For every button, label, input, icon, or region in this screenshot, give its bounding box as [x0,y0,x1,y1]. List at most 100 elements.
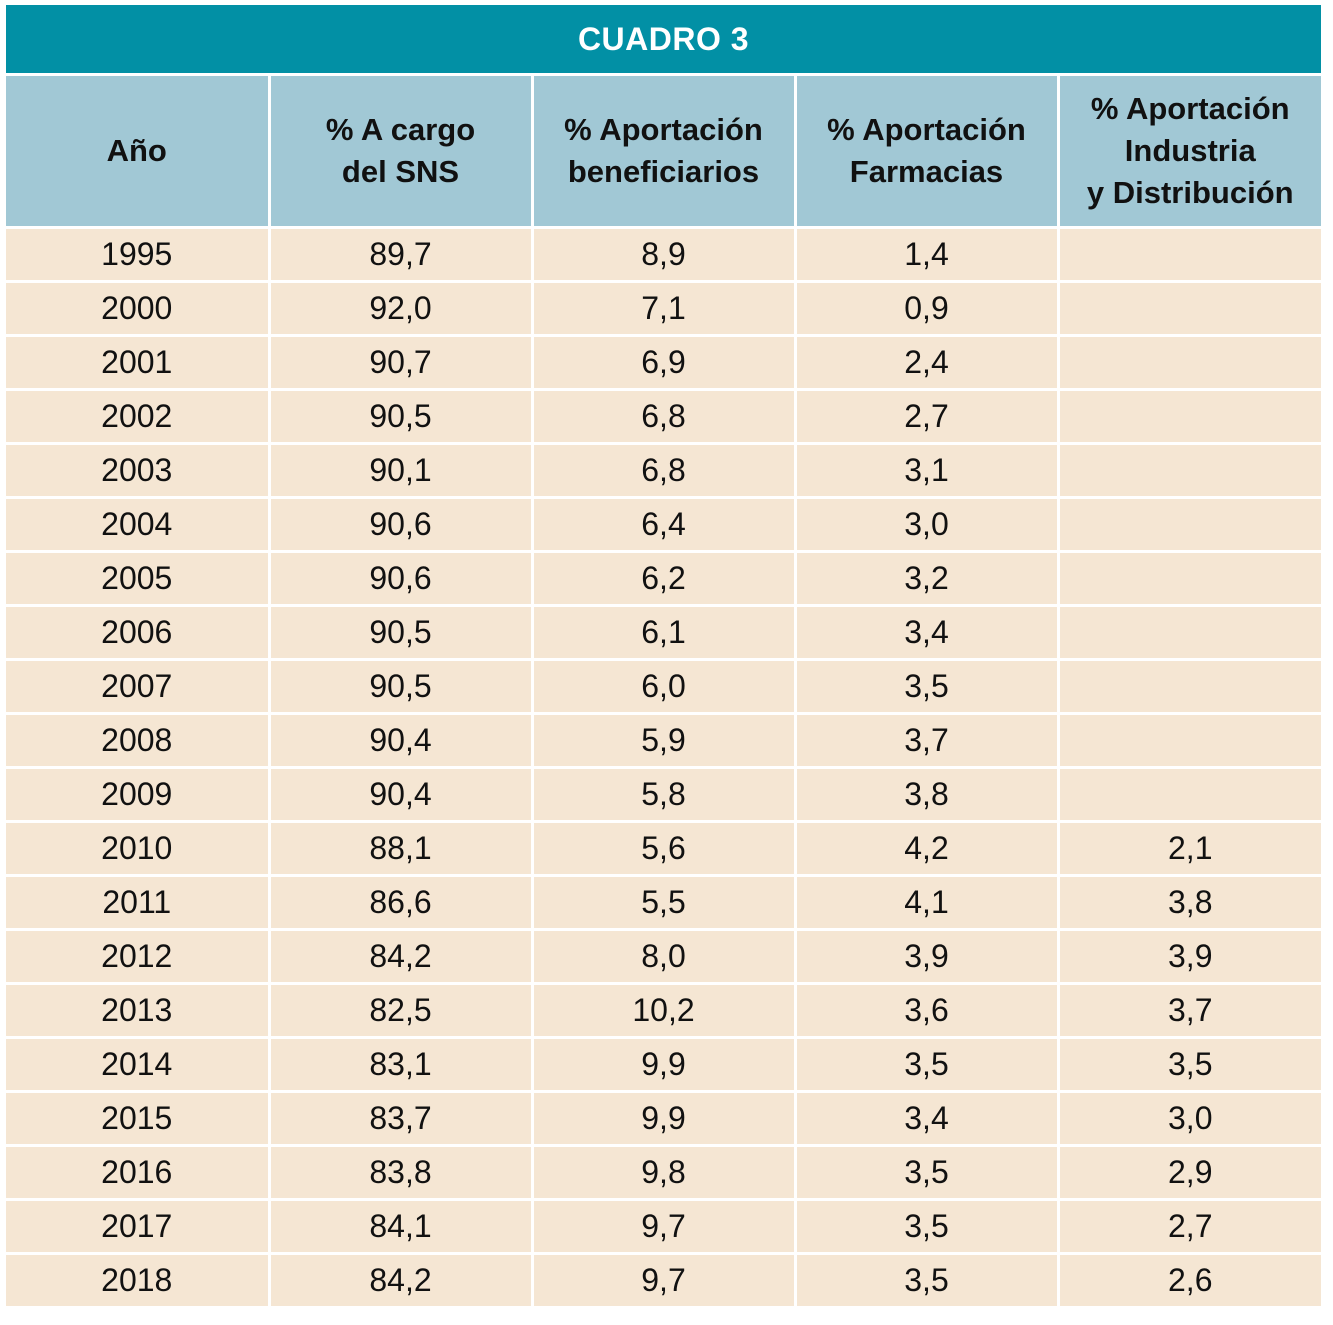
table-row: 2015 83,7 9,9 3,4 3,0 [6,1091,1321,1147]
cell-sns: 83,8 [267,1145,534,1201]
cell-ano: 2018 [6,1253,271,1306]
data-table: Año % A cargo del SNS % Aportación beneficia… [6,76,1321,1306]
header-line: beneficiarios [567,154,760,189]
cell-ano: 2000 [6,281,271,337]
cell-industria [1056,335,1321,391]
cell-farmacias: 2,4 [793,335,1060,391]
table-title: CUADRO 3 [6,5,1321,76]
cell-farmacias: 3,8 [793,767,1060,823]
cell-farmacias: 3,5 [793,1145,1060,1201]
cell-sns: 83,1 [267,1037,534,1093]
cell-beneficiarios: 6,8 [530,389,797,445]
cell-farmacias: 1,4 [793,227,1060,283]
cell-farmacias: 3,9 [793,929,1060,985]
table-row: 2010 88,1 5,6 4,2 2,1 [6,821,1321,877]
cell-sns: 90,5 [267,659,534,715]
table-row: 2011 86,6 5,5 4,1 3,8 [6,875,1321,931]
cell-farmacias: 0,9 [793,281,1060,337]
cell-industria: 3,8 [1056,875,1321,931]
cell-beneficiarios: 5,9 [530,713,797,769]
header-sns: % A cargo del SNS [267,76,534,229]
cell-industria: 2,6 [1056,1253,1321,1306]
cell-farmacias: 2,7 [793,389,1060,445]
cell-farmacias: 3,5 [793,1199,1060,1255]
header-line: % A cargo [325,112,476,147]
header-line: Año [106,133,167,168]
cell-beneficiarios: 8,0 [530,929,797,985]
cell-ano: 2013 [6,983,271,1039]
cell-beneficiarios: 6,1 [530,605,797,661]
cell-sns: 90,7 [267,335,534,391]
cell-beneficiarios: 7,1 [530,281,797,337]
cell-sns: 86,6 [267,875,534,931]
header-line: % Aportación [1090,91,1290,126]
cell-industria: 2,1 [1056,821,1321,877]
header-beneficiarios: % Aportación beneficiarios [530,76,797,229]
header-ano: Año [6,76,271,229]
cell-industria [1056,713,1321,769]
header-line: Industria [1124,133,1256,168]
cell-industria [1056,605,1321,661]
cell-ano: 2008 [6,713,271,769]
cell-beneficiarios: 6,8 [530,443,797,499]
table-row: 2017 84,1 9,7 3,5 2,7 [6,1199,1321,1255]
cell-industria: 3,0 [1056,1091,1321,1147]
cell-sns: 84,2 [267,929,534,985]
cell-industria [1056,767,1321,823]
cell-industria: 3,9 [1056,929,1321,985]
cell-industria: 2,7 [1056,1199,1321,1255]
table-row: 2013 82,5 10,2 3,6 3,7 [6,983,1321,1039]
cell-industria [1056,227,1321,283]
cell-ano: 2007 [6,659,271,715]
table-row: 2001 90,7 6,9 2,4 [6,335,1321,391]
cell-beneficiarios: 6,0 [530,659,797,715]
cell-ano: 2015 [6,1091,271,1147]
cell-sns: 90,4 [267,767,534,823]
cell-beneficiarios: 9,9 [530,1091,797,1147]
table-row: 2016 83,8 9,8 3,5 2,9 [6,1145,1321,1201]
cell-beneficiarios: 9,9 [530,1037,797,1093]
table-row: 2012 84,2 8,0 3,9 3,9 [6,929,1321,985]
cell-farmacias: 3,5 [793,1253,1060,1306]
table-row: 2004 90,6 6,4 3,0 [6,497,1321,553]
cell-ano: 2010 [6,821,271,877]
header-line: del SNS [341,154,460,189]
table-row: 2005 90,6 6,2 3,2 [6,551,1321,607]
cell-farmacias: 3,7 [793,713,1060,769]
header-line: % Aportación [564,112,763,147]
table-row: 2002 90,5 6,8 2,7 [6,389,1321,445]
cell-beneficiarios: 9,7 [530,1253,797,1306]
cell-industria [1056,659,1321,715]
cell-sns: 90,1 [267,443,534,499]
table-row: 1995 89,7 8,9 1,4 [6,227,1321,283]
cell-beneficiarios: 9,7 [530,1199,797,1255]
cell-sns: 83,7 [267,1091,534,1147]
cell-sns: 90,5 [267,605,534,661]
header-farmacias: % Aportación Farmacias [793,76,1060,229]
cell-sns: 84,2 [267,1253,534,1306]
cell-industria [1056,389,1321,445]
cell-sns: 84,1 [267,1199,534,1255]
header-line: Farmacias [849,154,1004,189]
table-container: CUADRO 3 Año % A cargo del SNS % Aportación… [6,5,1321,1306]
cell-ano: 2003 [6,443,271,499]
cell-farmacias: 3,5 [793,659,1060,715]
cell-sns: 90,6 [267,497,534,553]
table-row: 2014 83,1 9,9 3,5 3,5 [6,1037,1321,1093]
cell-farmacias: 3,4 [793,1091,1060,1147]
cell-beneficiarios: 6,9 [530,335,797,391]
cell-farmacias: 3,4 [793,605,1060,661]
cell-beneficiarios: 10,2 [530,983,797,1039]
cell-farmacias: 3,0 [793,497,1060,553]
table-row: 2000 92,0 7,1 0,9 [6,281,1321,337]
cell-ano: 2001 [6,335,271,391]
cell-ano: 1995 [6,227,271,283]
table-row: 2008 90,4 5,9 3,7 [6,713,1321,769]
cell-ano: 2009 [6,767,271,823]
cell-ano: 2004 [6,497,271,553]
table-row: 2007 90,5 6,0 3,5 [6,659,1321,715]
cell-ano: 2016 [6,1145,271,1201]
cell-ano: 2006 [6,605,271,661]
header-line: y Distribución [1086,175,1294,210]
cell-industria: 3,5 [1056,1037,1321,1093]
